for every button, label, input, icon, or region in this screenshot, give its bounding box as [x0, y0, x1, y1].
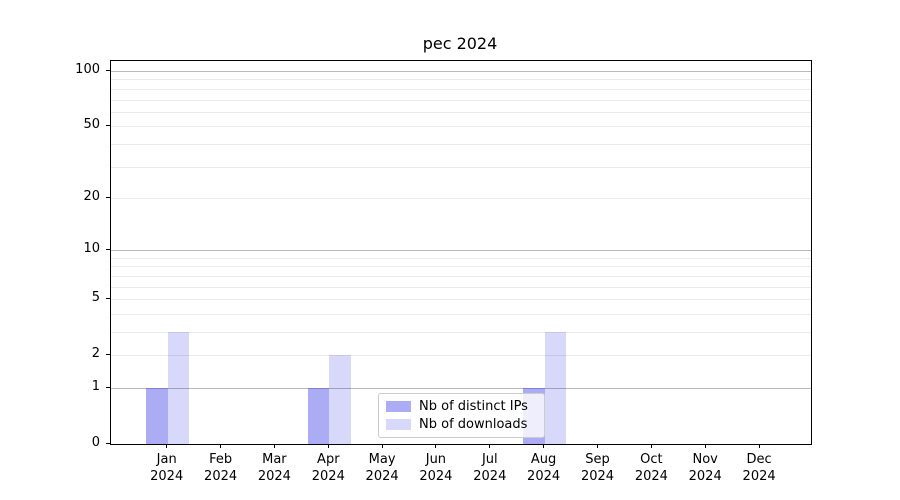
gridline-minor — [111, 143, 811, 145]
gridline-minor — [111, 111, 811, 113]
month-name: Nov — [692, 452, 718, 467]
legend-label-downloads: Nb of downloads — [419, 416, 528, 432]
y-tick-label: 20 — [83, 188, 100, 204]
gridline-minor — [111, 99, 811, 101]
x-tick-label-jan: Jan 2024 — [135, 451, 199, 485]
gridline-minor — [111, 88, 811, 90]
legend-row-distinct-ips: Nb of distinct IPs — [386, 398, 537, 415]
month-year: 2024 — [365, 469, 399, 484]
x-tick-mark — [489, 444, 491, 448]
x-tick-mark — [543, 444, 545, 448]
x-tick-label-mar: Mar 2024 — [242, 451, 306, 485]
gridline-minor — [111, 126, 811, 128]
bar-downloads-apr — [329, 355, 351, 444]
plot-area: Nb of distinct IPs Nb of downloads — [110, 60, 812, 445]
y-tick-mark — [106, 70, 110, 72]
x-tick-label-jun: Jun 2024 — [404, 451, 468, 485]
x-tick-mark — [166, 444, 168, 448]
y-tick-mark — [106, 354, 110, 356]
y-tick-label: 1 — [91, 379, 100, 394]
gridline-minor — [111, 332, 811, 333]
y-tick-label: 10 — [83, 241, 100, 257]
x-tick-mark — [650, 444, 652, 448]
y-tick-mark — [106, 387, 110, 389]
gridline-minor — [111, 257, 811, 259]
x-tick-mark — [273, 444, 275, 448]
y-tick-mark — [106, 125, 110, 127]
month-name: Jan — [156, 452, 177, 467]
gridline-major — [111, 388, 811, 389]
x-tick-label-nov: Nov 2024 — [673, 451, 737, 485]
x-tick-mark — [596, 444, 599, 448]
x-tick-mark — [327, 444, 329, 448]
legend-swatch-distinct-ips — [386, 401, 411, 413]
x-tick-mark — [758, 444, 760, 448]
month-name: Dec — [746, 452, 772, 467]
x-tick-label-dec: Dec 2024 — [727, 451, 791, 485]
month-year: 2024 — [311, 469, 345, 484]
month-name: Jul — [481, 452, 498, 467]
y-tick-mark — [106, 249, 110, 251]
x-tick-label-jul: Jul 2024 — [458, 451, 522, 485]
month-year: 2024 — [204, 469, 238, 484]
x-tick-label-sep: Sep 2024 — [566, 451, 630, 485]
month-name: Feb — [209, 452, 233, 467]
x-tick-label-apr: Apr 2024 — [296, 451, 360, 485]
bar-downloads-aug — [544, 332, 567, 444]
month-year: 2024 — [634, 469, 668, 484]
month-year: 2024 — [742, 469, 776, 484]
gridline-major — [111, 71, 811, 72]
bar-distinct-ips-jan — [146, 388, 168, 444]
gridline-minor — [111, 79, 811, 81]
gridline-major — [111, 250, 811, 252]
month-name: Oct — [640, 452, 663, 467]
x-tick-label-may: May 2024 — [350, 451, 414, 485]
gridline-minor — [111, 355, 811, 357]
legend-swatch-downloads — [386, 418, 411, 430]
x-tick-label-oct: Oct 2024 — [619, 451, 683, 485]
gridline-minor — [111, 266, 811, 268]
x-tick-mark — [435, 444, 437, 448]
x-tick-label-aug: Aug 2024 — [512, 451, 576, 485]
gridline-minor — [111, 286, 811, 288]
y-tick-mark — [106, 443, 110, 445]
month-name: Apr — [317, 452, 340, 467]
y-tick-label: 50 — [83, 117, 100, 133]
gridline-minor — [111, 197, 811, 199]
y-tick-label: 0 — [91, 435, 100, 450]
x-tick-label-feb: Feb 2024 — [189, 451, 253, 485]
chart-title: pec 2024 — [422, 34, 498, 53]
y-tick-label: 2 — [91, 346, 100, 362]
x-tick-mark — [381, 444, 383, 448]
month-year: 2024 — [419, 469, 453, 484]
month-name: May — [368, 452, 396, 467]
y-tick-label: 100 — [75, 62, 100, 77]
month-name: Sep — [585, 452, 610, 467]
month-name: Jun — [425, 452, 447, 467]
month-year: 2024 — [473, 469, 507, 484]
bar-distinct-ips-apr — [307, 388, 330, 444]
month-name: Mar — [262, 452, 287, 467]
legend-label-distinct-ips: Nb of distinct IPs — [419, 399, 528, 415]
bar-downloads-jan — [167, 332, 190, 444]
month-year: 2024 — [257, 469, 291, 484]
gridline-minor — [111, 299, 811, 301]
month-year: 2024 — [150, 469, 184, 484]
x-tick-mark — [704, 444, 706, 448]
month-name: Aug — [530, 452, 557, 467]
gridline-minor — [111, 313, 811, 315]
month-year: 2024 — [688, 469, 722, 484]
month-year: 2024 — [580, 469, 615, 484]
gridline-minor — [111, 166, 811, 168]
legend: Nb of distinct IPs Nb of downloads — [378, 393, 545, 438]
gridline-minor — [111, 275, 811, 277]
y-tick-mark — [106, 298, 110, 300]
x-tick-mark — [220, 444, 222, 448]
y-tick-mark — [106, 196, 110, 199]
y-tick-label: 5 — [91, 290, 100, 306]
legend-row-downloads: Nb of downloads — [386, 416, 537, 433]
month-year: 2024 — [527, 469, 561, 484]
